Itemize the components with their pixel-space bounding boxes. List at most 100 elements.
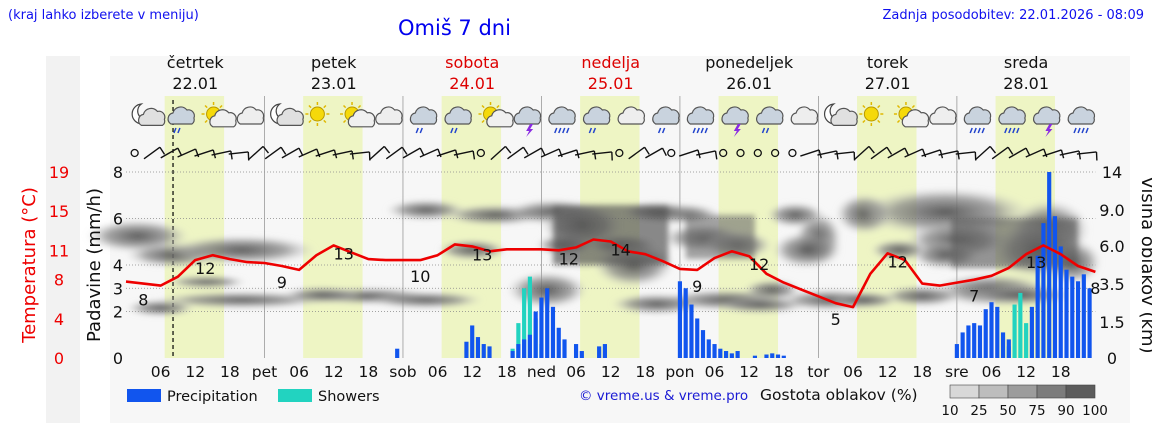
- wind-barb: [991, 146, 1014, 160]
- hour-tick-label: 06: [428, 363, 448, 381]
- wind-shaft: [1059, 150, 1080, 156]
- wind-barb: [1025, 148, 1048, 158]
- cloud-shape: [901, 109, 930, 128]
- wind-shaft: [955, 151, 976, 155]
- wind-barb: [1008, 147, 1031, 159]
- cloud-rain-icon: [582, 106, 611, 134]
- cloud-shape: [686, 106, 715, 125]
- precipitation-tick: 3: [113, 279, 123, 298]
- precipitation-bar: [770, 353, 775, 358]
- hour-tick-label: 06: [566, 363, 586, 381]
- wind-barb: [490, 145, 512, 161]
- wind-shaft: [817, 150, 837, 156]
- lightning-shape: [733, 124, 741, 137]
- cloud-rain-icon: [167, 106, 195, 134]
- location-hint[interactable]: (kraj lahko izberete v meniju): [8, 8, 199, 23]
- wind-feather: [714, 150, 718, 160]
- precipitation-legend-label: Precipitation: [167, 389, 258, 405]
- precipitation-bar: [1041, 223, 1046, 358]
- day-name: sreda: [1004, 53, 1048, 72]
- hour-tick-label: 12: [1016, 363, 1036, 381]
- cloud-density-level: 90: [1057, 403, 1074, 419]
- rain-drop: [761, 127, 766, 134]
- wind-shaft: [211, 150, 231, 156]
- wind-shaft: [1042, 149, 1062, 157]
- cloud-heavy-rain-icon: [686, 106, 715, 134]
- wind-barb: [281, 147, 304, 159]
- temperature-value-label: 8: [138, 291, 148, 310]
- precipitation-bar: [539, 297, 544, 358]
- rain-drop: [1008, 127, 1012, 134]
- rain-drop: [661, 127, 666, 134]
- cloud-rain-icon: [444, 106, 472, 134]
- precipitation-tick: 4: [113, 256, 123, 275]
- moon-cloud-icon: [824, 103, 858, 126]
- day-name: sobota: [445, 53, 499, 72]
- cloud-icon: [617, 106, 645, 125]
- precipitation-bar: [712, 344, 717, 358]
- left-axis-panel: [46, 56, 80, 423]
- showers-bar: [516, 323, 521, 358]
- day-tick-label: pet: [252, 363, 277, 381]
- precipitation-bar: [1075, 281, 1081, 358]
- wind-barb: [696, 150, 718, 160]
- precipitation-bar: [706, 339, 711, 358]
- sun-ray: [323, 104, 327, 109]
- cloud-shape: [236, 106, 265, 125]
- temperature-value-label: 5: [831, 310, 841, 329]
- day-name: ponedeljek: [705, 53, 794, 72]
- precipitation-bar: [1058, 246, 1063, 358]
- temperature-value-label: 13: [472, 245, 492, 264]
- rain-drop: [977, 127, 981, 134]
- wind-barb: [248, 145, 270, 161]
- temperature-value-label: 13: [1026, 253, 1046, 272]
- cloud-density-blob: [281, 287, 363, 303]
- wind-barb: [332, 150, 354, 160]
- rain-drop: [704, 127, 708, 134]
- wind-feather: [644, 146, 650, 155]
- cloud-heavy-rain-icon: [548, 106, 576, 134]
- rain-drop: [450, 127, 454, 134]
- cloud-shape: [409, 106, 438, 125]
- cloud-height-axis-title: Višina oblakov (km): [1137, 176, 1152, 353]
- sun-ray: [877, 104, 881, 109]
- sun-ray: [343, 119, 347, 124]
- precipitation-bar: [989, 302, 994, 358]
- rain-drop: [566, 127, 570, 134]
- precipitation-bar: [1081, 274, 1086, 358]
- day-name: četrtek: [167, 53, 225, 72]
- wind-barb: [800, 149, 822, 159]
- hour-tick-label: 18: [497, 363, 517, 381]
- wind-feather: [611, 151, 613, 161]
- wind-feather: [351, 150, 354, 160]
- wind-shaft: [332, 150, 353, 156]
- wind-feather: [262, 145, 270, 154]
- cloud-shape: [721, 106, 749, 125]
- hour-tick-label: 12: [878, 363, 898, 381]
- cloud-density-level: 50: [999, 403, 1016, 419]
- wind-shaft: [904, 148, 923, 158]
- wind-barb: [574, 150, 597, 160]
- copyright-link[interactable]: © vreme.us & vreme.pro: [579, 388, 749, 404]
- wind-barb: [870, 146, 893, 160]
- wind-calm-marker: [719, 148, 728, 158]
- wind-feather: [159, 146, 166, 155]
- precipitation-bar: [1064, 269, 1069, 358]
- wind-shaft: [557, 149, 577, 157]
- cloud-heavy-rain-icon: [963, 106, 992, 134]
- moon-cloud-icon: [270, 103, 304, 126]
- wind-shaft: [870, 146, 888, 160]
- precipitation-bar: [1052, 216, 1058, 358]
- sun-cloud-icon: [340, 102, 376, 128]
- precipitation-bar: [556, 327, 561, 358]
- sun-ray: [219, 104, 223, 109]
- hour-tick-label: 12: [324, 363, 344, 381]
- day-tick-label: ned: [527, 363, 556, 381]
- cloud-density-blob: [772, 232, 842, 268]
- precipitation-bar: [700, 330, 706, 358]
- precipitation-bar: [781, 355, 786, 358]
- wind-shaft: [991, 146, 1009, 160]
- wind-shaft: [800, 149, 820, 157]
- wind-shaft: [490, 145, 506, 161]
- day-tick-label: sre: [945, 363, 969, 381]
